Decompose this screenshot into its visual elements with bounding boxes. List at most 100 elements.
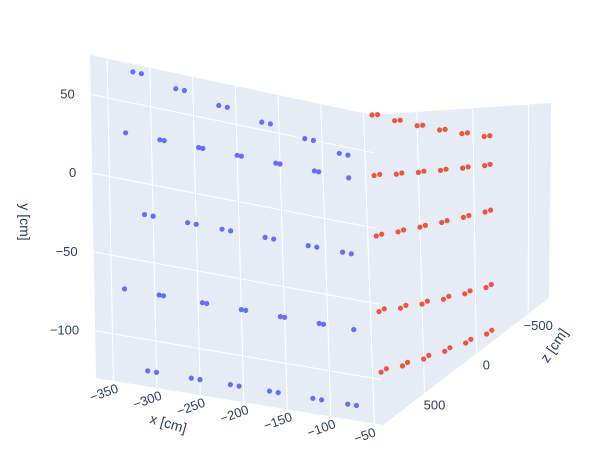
- data-point: [488, 207, 494, 213]
- data-point: [138, 71, 144, 77]
- data-point: [121, 286, 128, 292]
- data-point: [482, 209, 488, 215]
- data-point: [188, 375, 194, 381]
- data-point: [369, 112, 375, 118]
- data-point: [376, 309, 382, 315]
- data-point: [446, 293, 452, 299]
- data-point: [156, 292, 162, 298]
- grid-line-x: [320, 104, 332, 417]
- grid-line-x: [362, 113, 375, 424]
- data-point: [467, 288, 473, 294]
- x-tick-label: −150: [261, 409, 294, 433]
- data-point: [373, 233, 379, 239]
- data-point: [419, 301, 425, 307]
- data-point: [460, 165, 466, 171]
- data-point: [420, 122, 426, 128]
- data-point: [442, 126, 448, 132]
- data-point: [483, 284, 489, 291]
- x-tick-label: −250: [174, 395, 207, 419]
- data-point: [481, 133, 487, 140]
- data-point: [462, 291, 468, 297]
- axis-planes: [90, 55, 551, 425]
- data-point: [383, 366, 389, 372]
- grid-line-x: [149, 67, 158, 388]
- x-tick-label: −350: [88, 381, 121, 405]
- data-point: [377, 171, 383, 177]
- data-point: [311, 168, 317, 174]
- data-point: [310, 395, 316, 401]
- data-point: [320, 321, 327, 327]
- grid-line-y-back: [90, 93, 374, 154]
- data-point: [310, 137, 316, 143]
- data-point: [489, 327, 495, 333]
- data-point: [392, 118, 398, 124]
- data-point: [351, 327, 357, 333]
- data-point: [442, 348, 448, 354]
- x-tick-label: −200: [218, 402, 251, 426]
- data-point: [397, 117, 403, 123]
- data-point: [197, 377, 203, 383]
- data-point: [227, 382, 233, 388]
- data-point: [319, 397, 325, 403]
- data-point: [417, 224, 423, 230]
- data-point: [381, 306, 387, 312]
- data-point: [447, 345, 453, 351]
- data-point: [275, 390, 281, 396]
- data-point: [345, 152, 351, 158]
- grid-line-x: [192, 76, 201, 396]
- grid-line-y-back: [92, 172, 377, 229]
- data-point: [228, 228, 234, 234]
- data-point: [422, 222, 428, 228]
- data-point: [123, 130, 129, 136]
- data-point: [397, 305, 404, 311]
- grid-line-x: [106, 58, 114, 381]
- data-point: [302, 136, 308, 142]
- data-point: [415, 169, 421, 175]
- data-point: [395, 229, 401, 235]
- data-point: [345, 401, 351, 407]
- y-tick-label: −100: [50, 323, 79, 338]
- grid-line-z: [416, 111, 425, 394]
- data-point: [463, 340, 469, 346]
- data-point: [204, 300, 210, 307]
- data-point: [443, 166, 449, 172]
- x-tick-label: −100: [305, 416, 338, 440]
- z-tick-label: 500: [424, 397, 446, 412]
- data-point: [340, 249, 346, 255]
- data-point: [262, 234, 268, 240]
- data-point: [259, 119, 265, 125]
- data-point: [181, 87, 187, 94]
- data-point: [484, 331, 490, 337]
- data-point: [316, 320, 322, 327]
- data-point: [348, 251, 354, 257]
- data-point: [353, 402, 359, 409]
- data-point: [468, 336, 474, 342]
- data-point: [465, 164, 471, 170]
- x-tick-label: −300: [131, 388, 164, 412]
- data-point: [236, 383, 242, 389]
- data-point: [282, 314, 288, 320]
- data-point: [305, 243, 311, 249]
- grid-lines: [90, 58, 530, 424]
- y-tick-label: 50: [60, 86, 74, 101]
- data-point: [439, 219, 445, 226]
- data-point: [224, 104, 230, 110]
- data-point: [482, 163, 488, 169]
- data-point: [199, 300, 205, 306]
- data-point: [185, 220, 191, 226]
- z-tick-label: 0: [483, 358, 490, 373]
- data-point: [130, 69, 136, 75]
- data-point: [336, 150, 342, 156]
- data-point: [266, 388, 273, 394]
- data-point: [440, 296, 447, 302]
- data-point: [173, 86, 179, 92]
- data-point: [196, 144, 202, 151]
- data-point: [157, 137, 163, 143]
- grid-line-x: [234, 85, 245, 403]
- data-point: [277, 161, 283, 167]
- grid-line-y-back: [93, 251, 379, 305]
- data-point: [150, 213, 156, 219]
- data-point: [437, 127, 443, 133]
